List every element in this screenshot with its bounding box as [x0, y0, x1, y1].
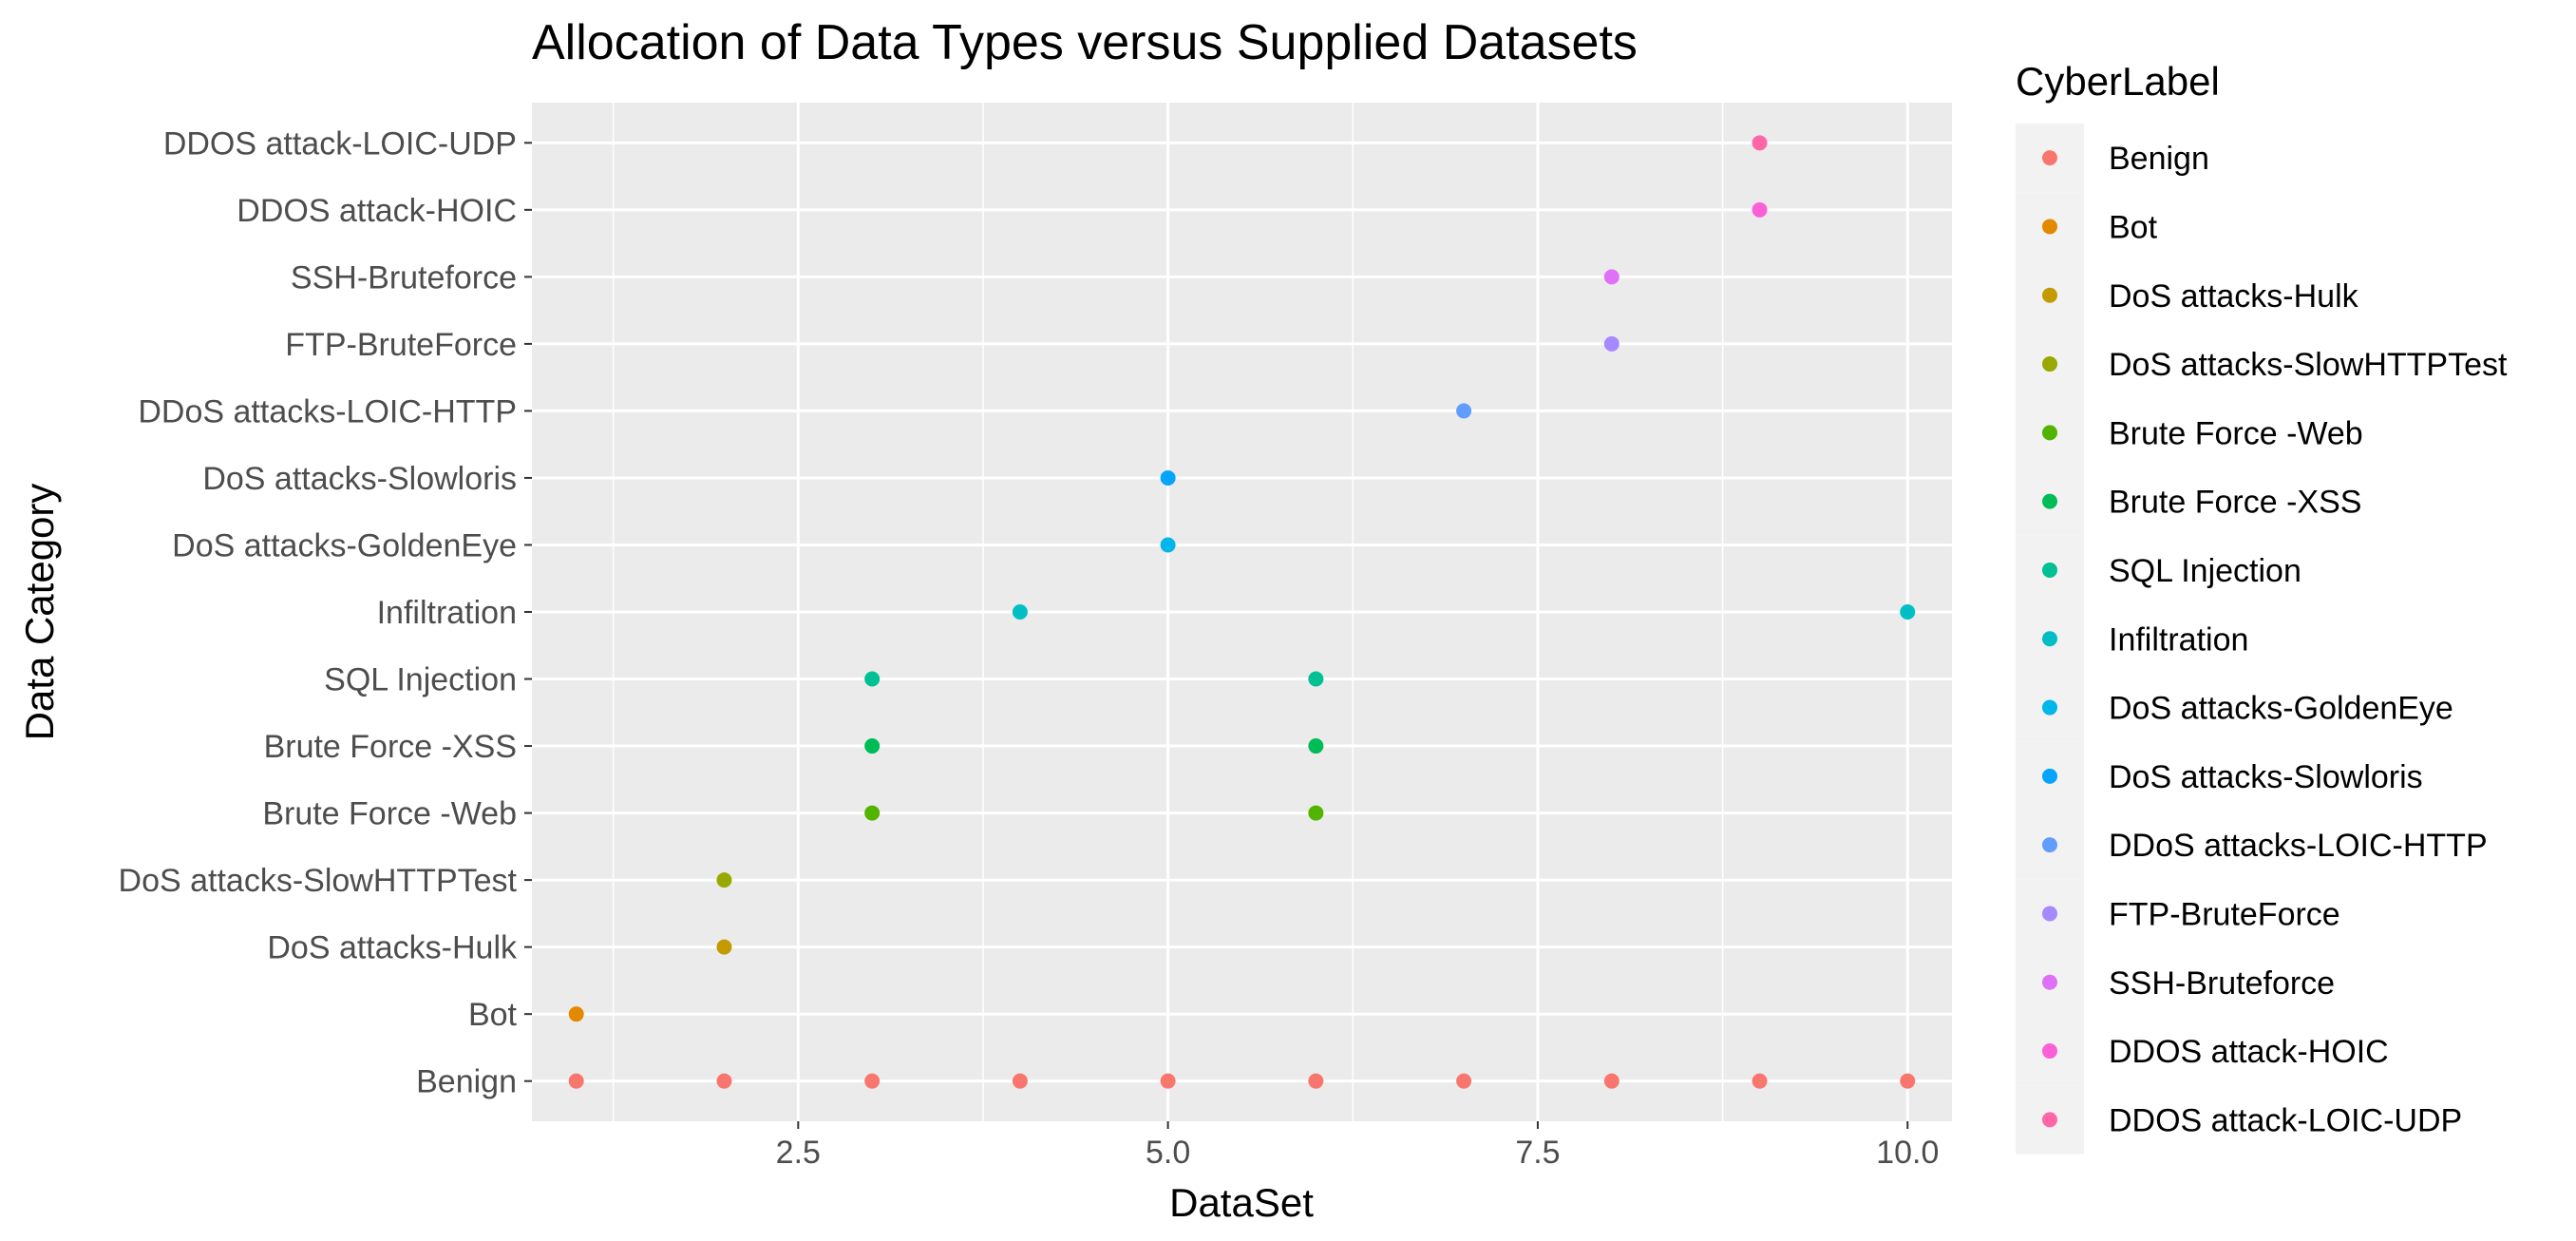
data-points — [568, 135, 1916, 1089]
y-tick-label: Brute Force -XSS — [264, 729, 517, 765]
data-point — [864, 738, 881, 754]
data-point — [1308, 1073, 1324, 1089]
y-tick-label: Infiltration — [377, 595, 517, 631]
legend-label: DoS attacks-Slowloris — [2109, 759, 2423, 795]
legend-marker — [2042, 768, 2057, 784]
legend-marker — [2042, 287, 2057, 303]
data-point — [1308, 805, 1324, 821]
legend-label: DDOS attack-HOIC — [2109, 1034, 2389, 1070]
data-point — [1012, 604, 1028, 620]
data-point — [716, 872, 732, 888]
x-tick-label: 10.0 — [1876, 1135, 1939, 1171]
legend-marker — [2042, 425, 2057, 441]
x-axis-ticks: 2.5 5.0 7.5 10.0 — [776, 1121, 1939, 1171]
data-point — [568, 1073, 584, 1089]
legend-label: Benign — [2109, 141, 2209, 177]
legend-marker — [2042, 219, 2057, 235]
legend-marker — [2042, 493, 2057, 509]
data-point — [1752, 1073, 1768, 1089]
major-gridlines — [532, 103, 1952, 1121]
chart-title: Allocation of Data Types versus Supplied… — [532, 15, 1638, 70]
data-point — [1752, 135, 1768, 151]
data-point — [1160, 1073, 1176, 1089]
data-point — [716, 939, 732, 955]
legend-marker — [2042, 974, 2057, 990]
legend-marker — [2042, 699, 2057, 716]
data-point — [1456, 1073, 1472, 1089]
legend-label: FTP-BruteForce — [2109, 896, 2340, 932]
legend-marker — [2042, 562, 2057, 578]
legend: CyberLabel Benign Bot DoS attacks-Hulk DoS … — [2016, 59, 2508, 1155]
y-tick-label: DoS attacks-Slowloris — [202, 461, 517, 497]
x-tick-label: 5.0 — [1146, 1135, 1190, 1171]
legend-marker — [2042, 631, 2057, 647]
y-tick-label: FTP-BruteForce — [285, 327, 517, 363]
y-tick-label: Bot — [468, 997, 518, 1033]
legend-title: CyberLabel — [2016, 59, 2220, 104]
legend-label: DoS attacks-GoldenEye — [2109, 691, 2453, 727]
legend-label: Brute Force -Web — [2109, 415, 2363, 451]
data-point — [1603, 335, 1619, 352]
legend-marker — [2042, 1043, 2057, 1060]
y-tick-label: DoS attacks-Hulk — [267, 930, 518, 966]
y-tick-label: DDoS attacks-LOIC-HTTP — [138, 393, 517, 430]
y-tick-label: DoS attacks-SlowHTTPTest — [119, 863, 518, 899]
y-tick-label: DoS attacks-GoldenEye — [172, 527, 517, 563]
legend-label: Brute Force -XSS — [2109, 485, 2361, 521]
y-axis-ticks: Benign Bot DoS attacks-Hulk DoS attacks-Slo… — [119, 125, 532, 1100]
data-point — [716, 1073, 732, 1089]
data-point — [864, 805, 881, 821]
legend-items: Benign Bot DoS attacks-Hulk DoS attacks-Slo… — [2016, 124, 2508, 1155]
data-point — [1160, 469, 1176, 486]
data-point — [1900, 604, 1916, 620]
data-point — [1308, 738, 1324, 754]
data-point — [1603, 1073, 1619, 1089]
legend-label: DDOS attack-LOIC-UDP — [2109, 1102, 2462, 1138]
data-point — [1160, 537, 1176, 553]
data-point — [864, 1073, 881, 1089]
legend-label: DoS attacks-SlowHTTPTest — [2109, 347, 2508, 383]
y-tick-label: DDOS attack-LOIC-UDP — [163, 125, 517, 162]
y-tick-label: Brute Force -Web — [262, 796, 517, 832]
x-tick-label: 7.5 — [1515, 1135, 1560, 1171]
data-point — [568, 1006, 584, 1022]
legend-marker — [2042, 356, 2057, 372]
legend-marker — [2042, 837, 2057, 853]
data-point — [864, 671, 881, 687]
legend-label: SSH-Bruteforce — [2109, 965, 2335, 1002]
y-tick-label: DDOS attack-HOIC — [237, 193, 517, 229]
legend-label: DDoS attacks-LOIC-HTTP — [2109, 828, 2488, 864]
legend-label: Bot — [2109, 209, 2158, 245]
legend-label: Infiltration — [2109, 621, 2248, 658]
x-axis-title: DataSet — [1169, 1180, 1314, 1225]
data-point — [1752, 201, 1768, 218]
legend-marker — [2042, 150, 2057, 166]
data-point — [1900, 1073, 1916, 1089]
x-tick-label: 2.5 — [776, 1135, 821, 1171]
y-axis-title: Data Category — [17, 484, 62, 741]
data-point — [1456, 403, 1472, 419]
legend-marker — [2042, 906, 2057, 922]
y-tick-label: Benign — [416, 1064, 517, 1100]
y-tick-label: SSH-Bruteforce — [291, 259, 517, 296]
legend-label: SQL Injection — [2109, 553, 2301, 589]
data-point — [1308, 671, 1324, 687]
y-tick-label: SQL Injection — [324, 662, 517, 698]
data-point — [1603, 269, 1619, 285]
legend-label: DoS attacks-Hulk — [2109, 278, 2359, 315]
data-point — [1012, 1073, 1028, 1089]
legend-marker — [2042, 1112, 2057, 1128]
